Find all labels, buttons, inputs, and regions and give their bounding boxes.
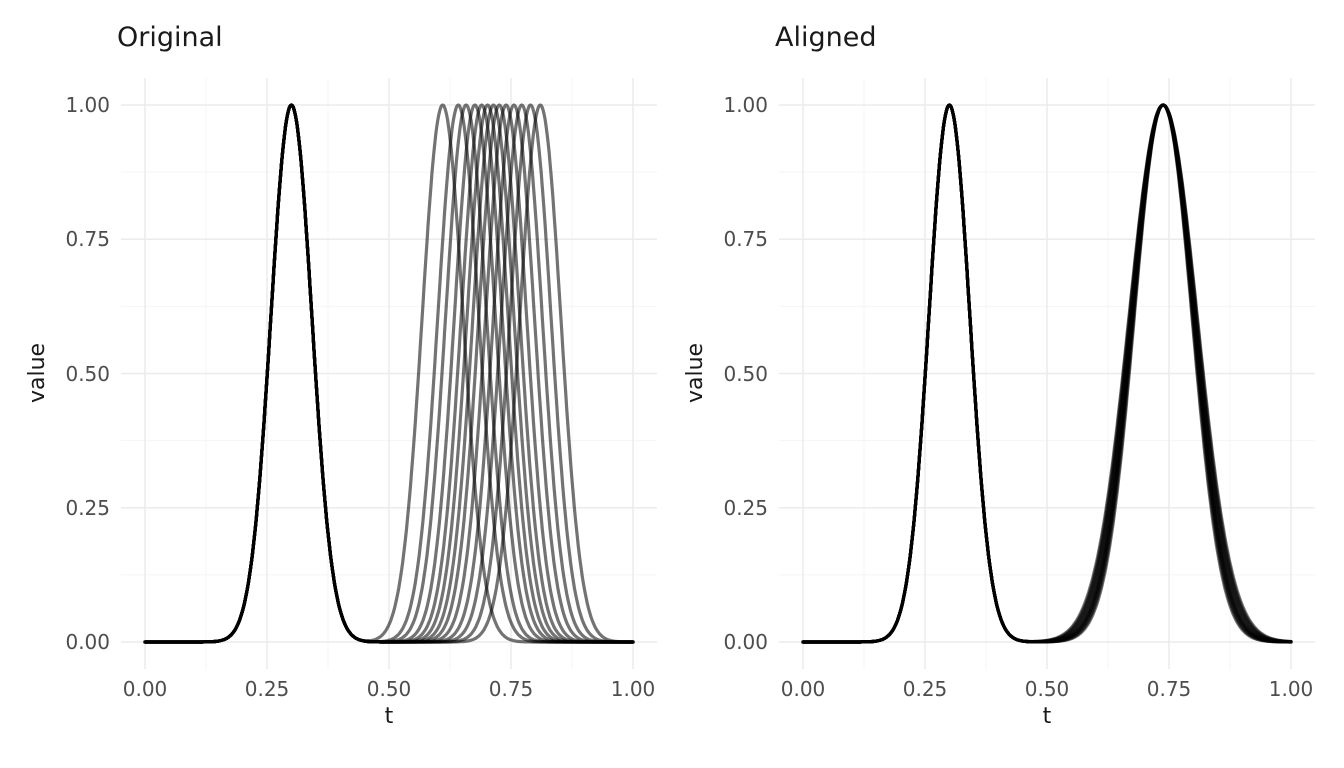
y-tick-label: 1.00 — [65, 93, 110, 117]
panel-title-aligned: Aligned — [775, 22, 877, 53]
x-tick-label: 0.25 — [244, 677, 290, 701]
x-tick-label: 0.75 — [1146, 677, 1192, 701]
y-axis-title: value — [683, 342, 708, 404]
panel-title-original: Original — [117, 22, 223, 53]
curve — [801, 103, 1293, 644]
panel-original: Original 0.00 0.25 0.50 0.75 1.00 0.00 0.25 0.… — [25, 22, 657, 729]
x-tick-label: 0.50 — [1024, 677, 1070, 701]
x-tick-label: 0.50 — [366, 677, 412, 701]
x-axis-title: t — [384, 704, 394, 729]
y-tick-label: 0.00 — [65, 630, 110, 654]
x-tick-label: 0.00 — [122, 677, 168, 701]
y-axis-title: value — [25, 342, 50, 404]
x-tick-label: 1.00 — [610, 677, 656, 701]
y-tick-label: 0.50 — [65, 361, 110, 386]
curve — [143, 103, 635, 644]
y-tick-label: 0.75 — [723, 227, 768, 252]
y-tick-label: 0.75 — [65, 227, 110, 252]
y-tick-label: 0.00 — [723, 630, 768, 654]
x-axis-title: t — [1042, 704, 1052, 729]
x-tick-label: 0.75 — [488, 677, 534, 701]
y-tick-label: 0.25 — [65, 495, 110, 520]
y-tick-label: 1.00 — [723, 93, 768, 117]
y-tick-label: 0.50 — [723, 361, 768, 386]
x-tick-label: 1.00 — [1268, 677, 1314, 701]
x-tick-label: 0.00 — [780, 677, 826, 701]
panel-aligned-canvas — [779, 78, 1315, 669]
x-tick-label: 0.25 — [902, 677, 948, 701]
panel-aligned: Aligned 0.00 0.25 0.50 0.75 1.00 0.00 0.25 0.5… — [658, 0, 1344, 768]
y-tick-label: 0.25 — [723, 495, 768, 520]
panel-original-canvas — [121, 78, 657, 669]
